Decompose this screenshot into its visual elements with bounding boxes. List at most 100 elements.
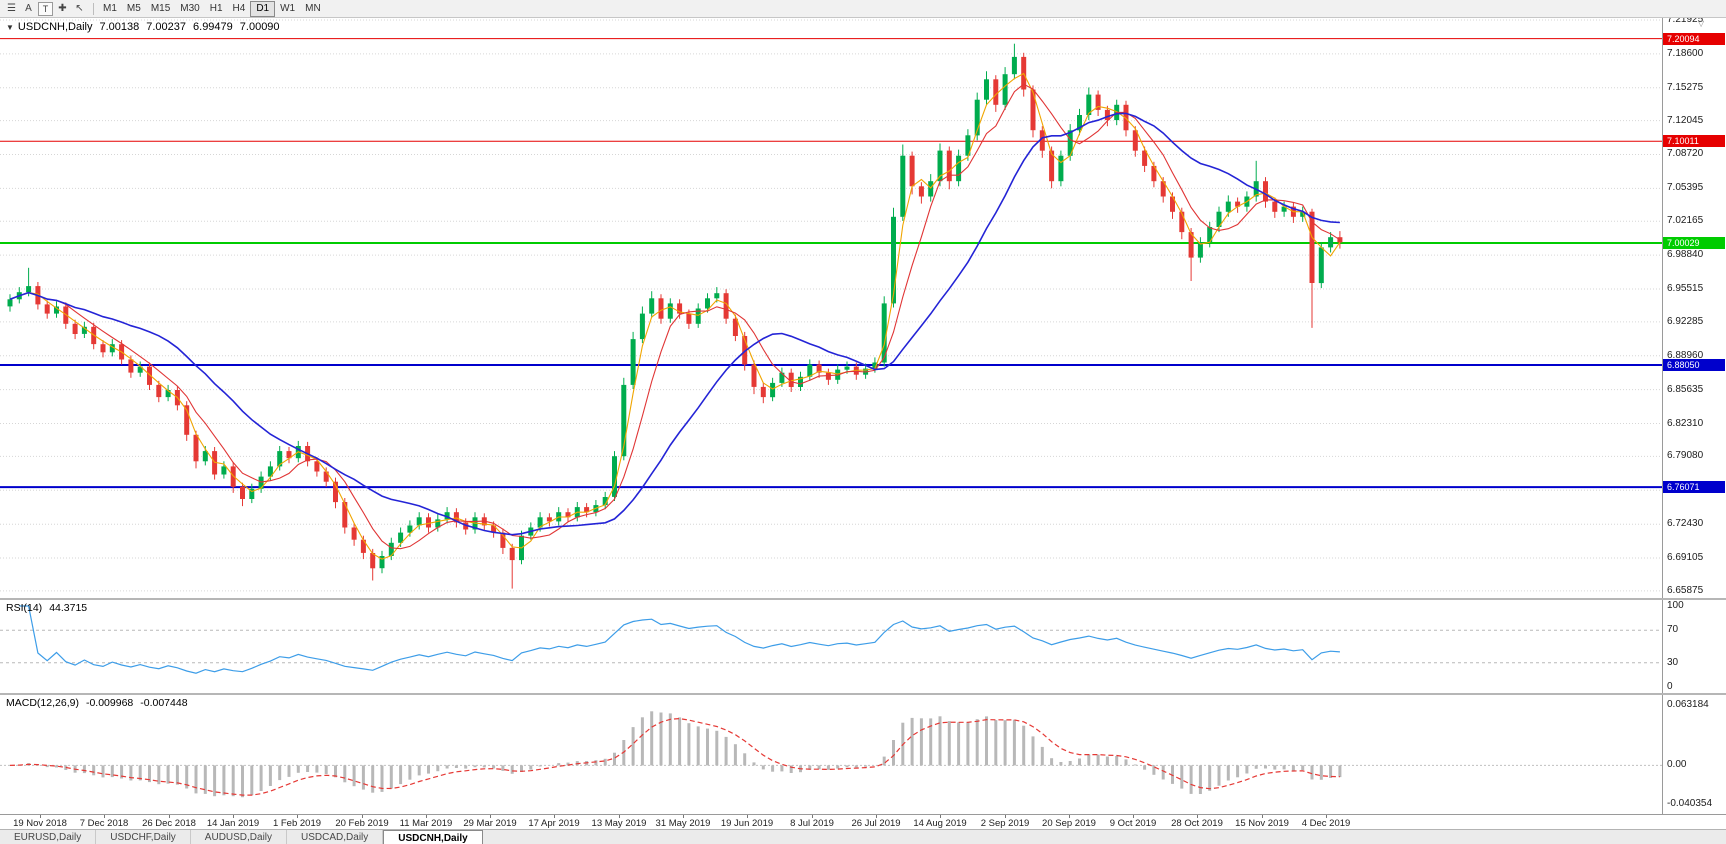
date-axis-label: 20 Feb 2019 (335, 818, 389, 829)
price-axis-label: 6.95515 (1667, 283, 1704, 294)
price-axis-label: 6.82310 (1667, 418, 1704, 429)
macd-histogram (17, 711, 1342, 798)
date-tick (169, 815, 170, 818)
price-axis-label: 6.65875 (1667, 585, 1704, 596)
timeframe-toolbar: ☰ A T ✚ ↖ M1 M5 M15 M30 H1 H4 D1 W1 MN (0, 0, 1726, 18)
date-axis-label: 15 Nov 2019 (1235, 818, 1289, 829)
price-axis-label: 6.92285 (1667, 316, 1704, 327)
cursor-a-icon[interactable]: A (25, 3, 32, 14)
date-axis: 19 Nov 2018 7 Dec 2018 26 Dec 2018 14 Jan 2… (0, 814, 1726, 829)
crosshair-icon[interactable]: ✚ (58, 3, 67, 14)
date-tick (40, 815, 41, 818)
panel-separator-rsi[interactable] (0, 598, 1726, 600)
date-axis-label: 31 May 2019 (655, 818, 711, 829)
date-axis-label: 26 Dec 2018 (142, 818, 196, 829)
date-axis-label: 13 May 2019 (591, 818, 647, 829)
price-axis-label: 6.88960 (1667, 350, 1704, 361)
date-tick (747, 815, 748, 818)
price-axis-label: 7.21925 (1667, 14, 1704, 25)
price-axis-label: 7.08720 (1667, 148, 1704, 159)
date-axis-label: 20 Sep 2019 (1042, 818, 1096, 829)
pointer-icon[interactable]: ↖ (75, 3, 84, 14)
date-tick (297, 815, 298, 818)
timeframe-m1[interactable]: M1 (103, 2, 117, 14)
candlestick-series (7, 43, 1343, 589)
date-axis-label: 26 Jul 2019 (851, 818, 901, 829)
tab-eurusd-daily[interactable]: EURUSD,Daily (0, 830, 97, 844)
tab-usdcad-daily[interactable]: USDCAD,Daily (287, 830, 384, 844)
macd-name: MACD(12,26,9) (6, 697, 79, 709)
date-tick (233, 815, 234, 818)
timeframe-h1[interactable]: H1 (209, 2, 223, 14)
tab-audusd-daily[interactable]: AUDUSD,Daily (191, 830, 288, 844)
date-tick (812, 815, 813, 818)
date-tick (104, 815, 105, 818)
tab-usdcnh-daily[interactable]: USDCNH,Daily (383, 830, 483, 844)
timeframe-d1[interactable]: D1 (250, 0, 276, 17)
date-tick (1133, 815, 1134, 818)
timeframe-h4[interactable]: H4 (232, 2, 246, 14)
price-axis-label: 7.05395 (1667, 182, 1704, 193)
ma-mid (9, 83, 1341, 550)
chart-title: ▼ USDCNH,Daily 7.00138 7.00237 6.99479 7.0009… (6, 21, 280, 33)
horizontal-level-lines[interactable] (0, 38, 1662, 489)
timeframe-w1[interactable]: W1 (280, 2, 296, 14)
date-tick (876, 815, 877, 818)
date-axis-label: 1 Feb 2019 (272, 818, 322, 829)
date-axis-label: 2 Sep 2019 (980, 818, 1030, 829)
date-axis-label: 28 Oct 2019 (1171, 818, 1223, 829)
date-axis-label: 14 Jan 2019 (206, 818, 260, 829)
price-level-label[interactable]: 6.88050 (1663, 359, 1725, 371)
date-axis-label: 29 Mar 2019 (463, 818, 517, 829)
price-level-label[interactable]: 7.00029 (1663, 237, 1725, 249)
price-axis-label: 7.12045 (1667, 115, 1704, 126)
price-axis-label: 7.15275 (1667, 82, 1704, 93)
moving-average-lines (9, 72, 1341, 560)
ma-slow (9, 112, 1340, 536)
rsi-plot[interactable] (0, 600, 1662, 693)
chart-list-icon[interactable]: ☰ (7, 3, 16, 14)
price-grid (0, 19, 1662, 592)
date-tick (940, 815, 941, 818)
text-tool-icon[interactable]: T (38, 1, 53, 16)
date-tick (362, 815, 363, 818)
price-axis-label: 7.18600 (1667, 48, 1704, 59)
date-axis-label: 9 Oct 2019 (1109, 818, 1157, 829)
price-axis-label: 6.69105 (1667, 552, 1704, 563)
timeframe-m5[interactable]: M5 (126, 2, 141, 14)
date-axis-label: 17 Apr 2019 (528, 818, 580, 829)
timeframe-m30[interactable]: M30 (180, 2, 200, 14)
symbol-dropdown-icon[interactable]: ▼ (6, 23, 14, 32)
rsi-axis-label: 70 (1667, 624, 1679, 635)
rsi-value: 44.3715 (49, 602, 88, 614)
macd-label: MACD(12,26,9) -0.009968 -0.007448 (6, 697, 188, 709)
date-axis-label: 7 Dec 2018 (79, 818, 129, 829)
date-tick (1326, 815, 1327, 818)
chart-tab-bar: EURUSD,Daily USDCHF,Daily AUDUSD,Daily USDC… (0, 829, 1726, 844)
price-level-label[interactable]: 7.10011 (1663, 135, 1725, 147)
ohlc-close: 7.00090 (239, 21, 280, 33)
macd-signal-value: -0.007448 (140, 697, 188, 709)
date-tick (426, 815, 427, 818)
ohlc-low: 6.99479 (193, 21, 233, 33)
rsi-label: RSI(14) 44.3715 (6, 602, 87, 614)
macd-axis-label: -0.040354 (1667, 798, 1713, 809)
price-level-label[interactable]: 7.20094 (1663, 33, 1725, 45)
timeframe-mn[interactable]: MN (305, 2, 321, 14)
panel-separator-macd[interactable] (0, 693, 1726, 695)
date-tick (1197, 815, 1198, 818)
date-axis-label: 11 Mar 2019 (399, 818, 453, 829)
date-axis-label: 8 Jul 2019 (790, 818, 834, 829)
price-chart-plot[interactable] (0, 18, 1662, 598)
price-axis-label: 6.85635 (1667, 384, 1704, 395)
tab-usdchf-daily[interactable]: USDCHF,Daily (96, 830, 191, 844)
date-axis-label: 4 Dec 2019 (1301, 818, 1351, 829)
chart-shift-marker: ▽ (1698, 19, 1705, 28)
timeframe-m15[interactable]: M15 (150, 2, 171, 14)
price-axis-label: 6.98840 (1667, 249, 1704, 260)
date-tick (1005, 815, 1006, 818)
price-level-label[interactable]: 6.76071 (1663, 481, 1725, 493)
macd-main-value: -0.009968 (85, 697, 134, 709)
macd-plot[interactable] (0, 695, 1662, 814)
